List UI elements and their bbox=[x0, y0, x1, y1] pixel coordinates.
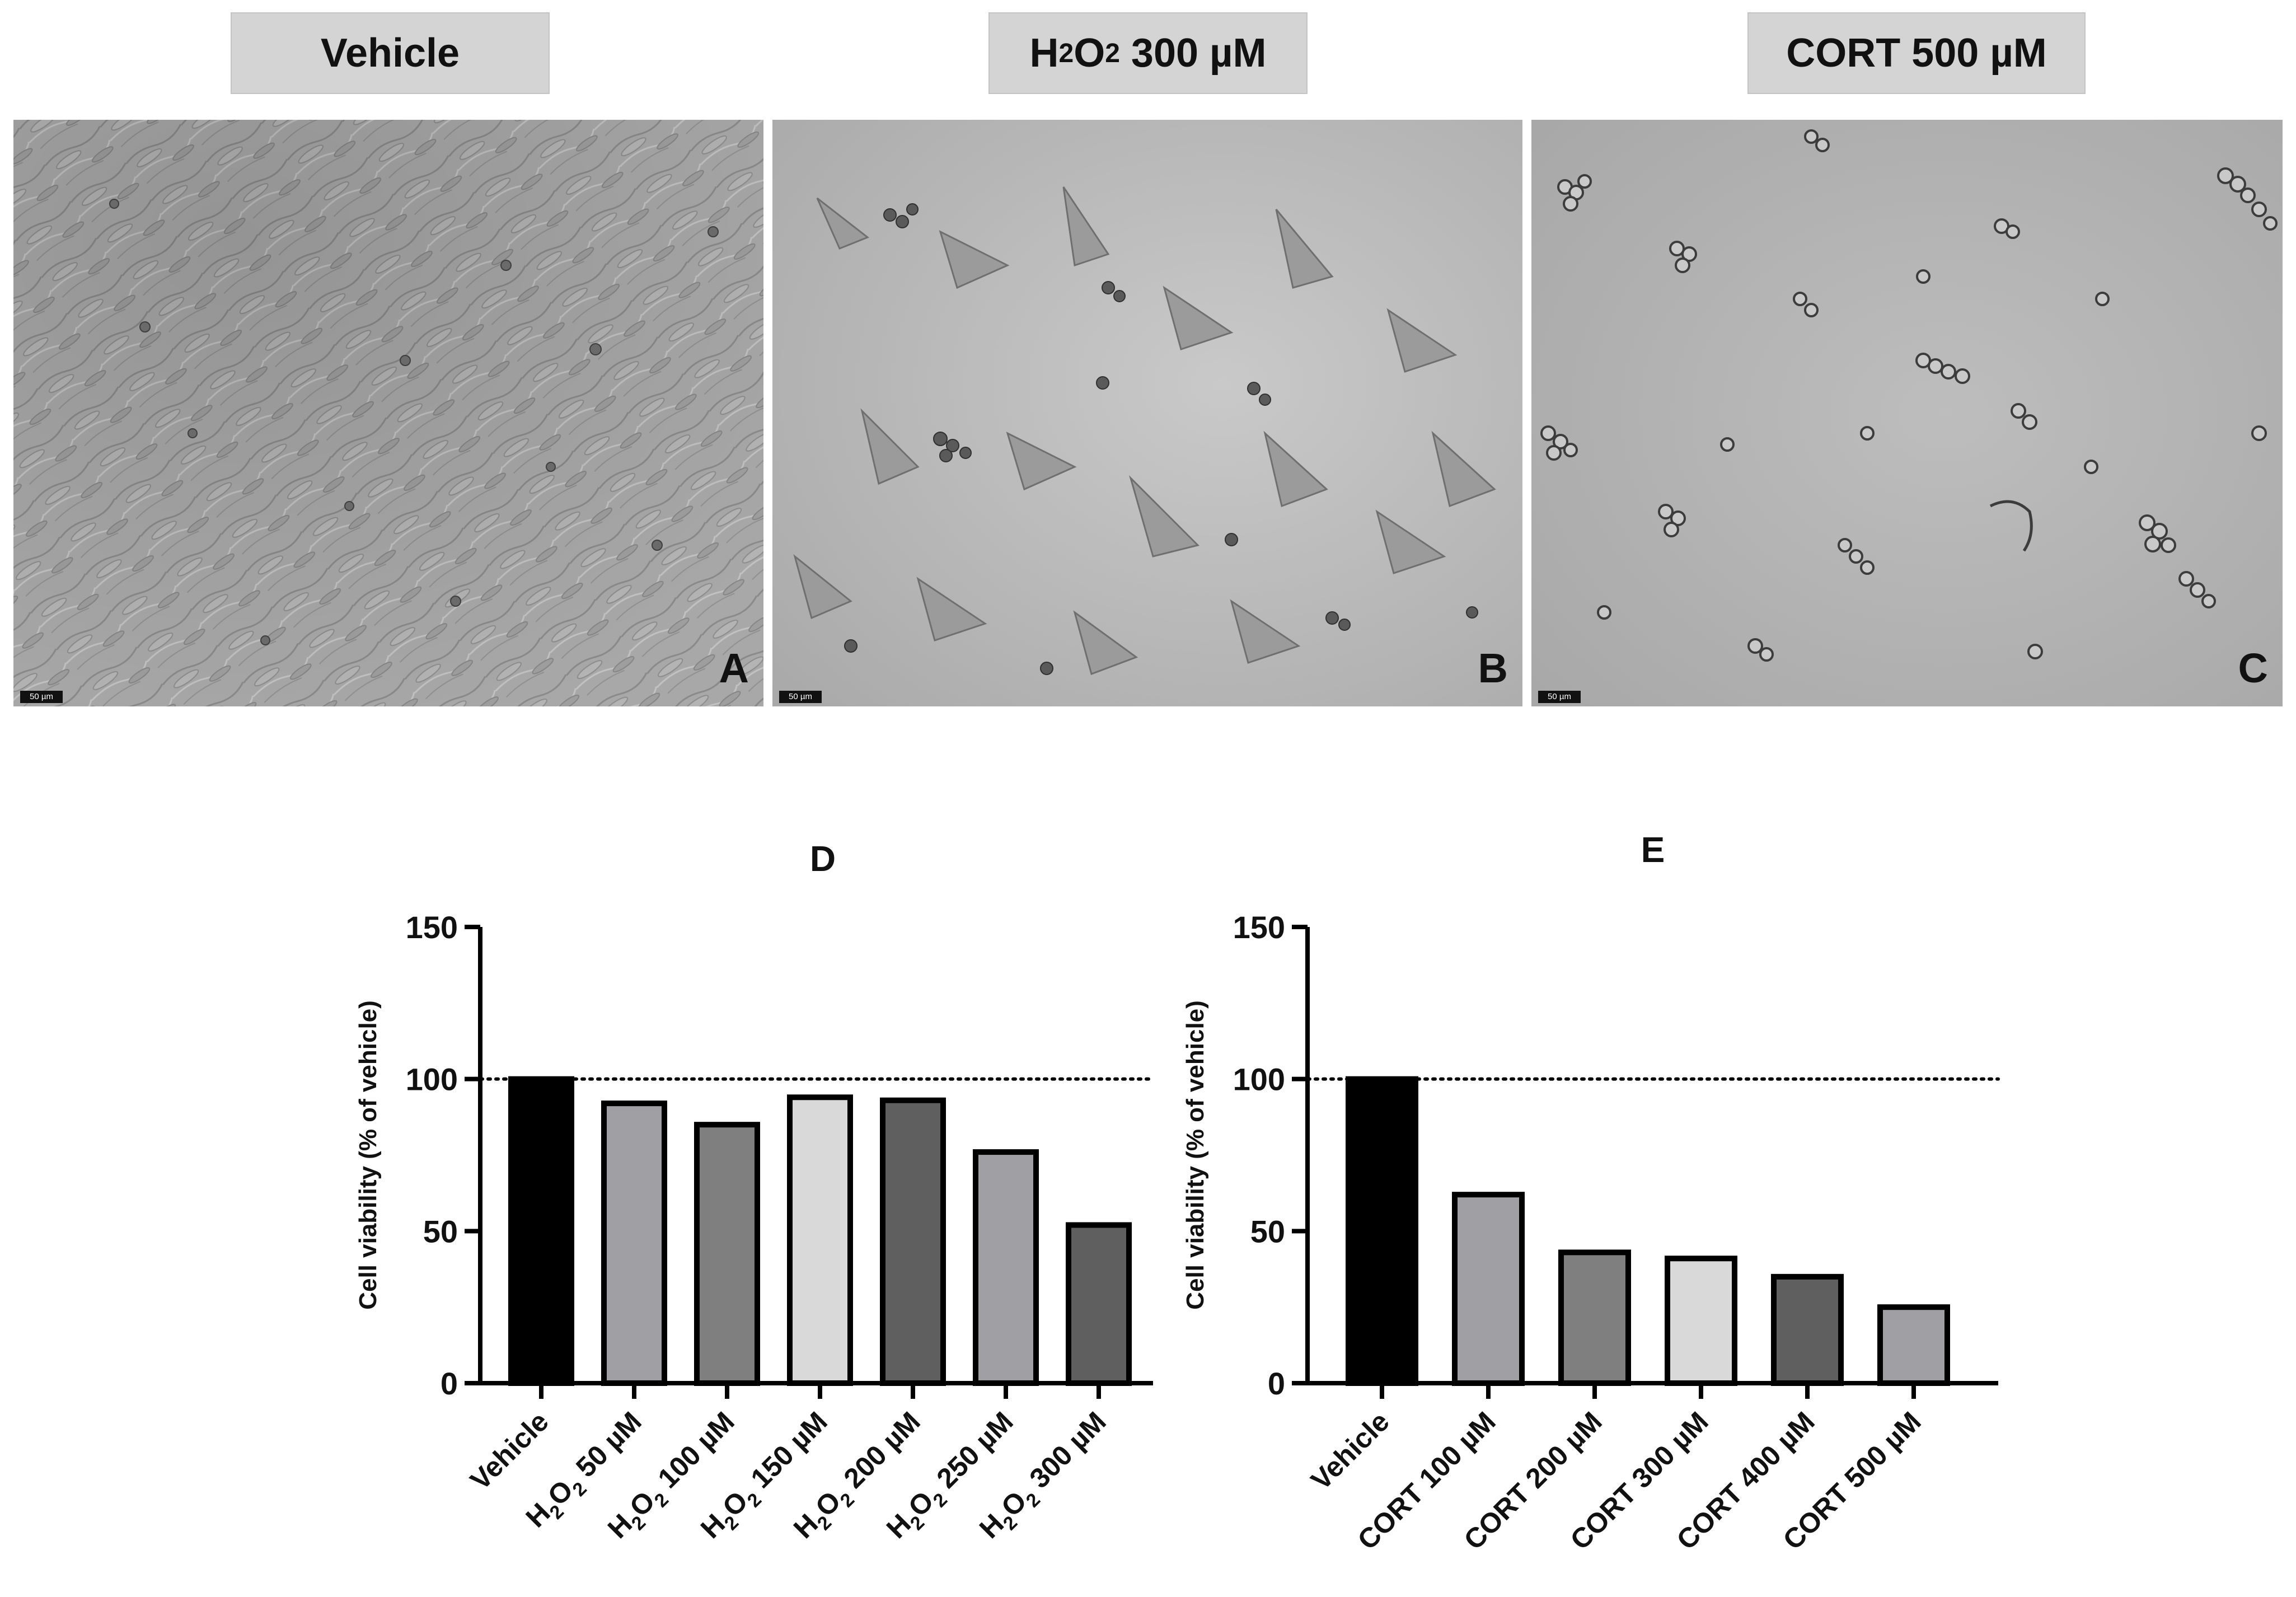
chart-title-e: E bbox=[1641, 830, 1665, 870]
x-tick-label-part: O bbox=[995, 1485, 1033, 1523]
x-tick-label-e-0: Vehicle bbox=[1305, 1406, 1395, 1496]
label-h2o2-h: H bbox=[1029, 31, 1059, 76]
panel-letter-c: C bbox=[2238, 645, 2268, 691]
y-tick-label-d-1: 50 bbox=[423, 1214, 458, 1249]
label-h2o2-sub2: 2 bbox=[1105, 38, 1120, 68]
bar-e-4 bbox=[1771, 1273, 1844, 1386]
bar-d-2 bbox=[694, 1122, 760, 1386]
x-tick-label-part: O bbox=[809, 1485, 847, 1523]
micrograph-c-image bbox=[1531, 120, 2283, 706]
label-cort: CORT 500 µM bbox=[1747, 12, 2086, 94]
label-h2o2-tail: 300 µM bbox=[1119, 31, 1267, 76]
bar-d-4 bbox=[880, 1097, 946, 1386]
x-tick-label-part: 250 µM bbox=[925, 1406, 1019, 1500]
bar-e-3 bbox=[1665, 1256, 1737, 1387]
x-tick-label-part: 300 µM bbox=[1018, 1406, 1112, 1500]
micrograph-b: 50 µm B bbox=[772, 120, 1522, 706]
bar-e-2 bbox=[1558, 1249, 1631, 1387]
x-tick-label-part: 150 µM bbox=[739, 1406, 833, 1500]
y-axis-label-d: Cell viability (% of vehicle) bbox=[354, 1000, 382, 1310]
x-tick-label-part: Vehicle bbox=[1305, 1406, 1395, 1496]
bar-e-1 bbox=[1452, 1192, 1525, 1386]
bar-d-0 bbox=[508, 1076, 574, 1386]
micrograph-a-image bbox=[13, 120, 763, 706]
micrograph-b-image bbox=[772, 120, 1522, 706]
bar-e-5 bbox=[1877, 1304, 1950, 1387]
label-vehicle: Vehicle bbox=[231, 12, 550, 94]
bar-d-5 bbox=[973, 1149, 1039, 1386]
bar-d-3 bbox=[787, 1094, 853, 1387]
y-tick-label-e-2: 100 bbox=[1233, 1062, 1285, 1097]
x-tick-label-part: Vehicle bbox=[464, 1406, 554, 1496]
panel-letter-b: B bbox=[1478, 645, 1508, 691]
x-tick-label-part: H bbox=[520, 1497, 556, 1533]
x-tick-label-part: H bbox=[880, 1508, 917, 1544]
x-tick-label-part: 100 µM bbox=[646, 1406, 741, 1500]
x-tick-label-part: O bbox=[716, 1485, 754, 1523]
micrograph-c: 50 µm C bbox=[1531, 120, 2283, 706]
scale-bar-a: 50 µm bbox=[20, 691, 63, 703]
label-cort-text: CORT 500 µM bbox=[1786, 31, 2047, 76]
x-tick-label-part: H bbox=[695, 1508, 731, 1544]
x-tick-label-part: O bbox=[902, 1485, 940, 1523]
x-tick-label-part: H bbox=[973, 1508, 1010, 1544]
x-tick-label-part: O bbox=[541, 1474, 579, 1511]
x-tick-label-part: H bbox=[788, 1508, 824, 1544]
y-tick-label-d-3: 150 bbox=[406, 910, 458, 945]
bar-e-0 bbox=[1346, 1076, 1418, 1386]
label-h2o2-sub1: 2 bbox=[1058, 38, 1074, 68]
y-tick-label-e-0: 0 bbox=[1268, 1366, 1285, 1401]
x-tick-label-part: H bbox=[602, 1508, 638, 1544]
bar-d-1 bbox=[601, 1100, 667, 1386]
scale-bar-b: 50 µm bbox=[779, 691, 822, 703]
micrograph-a: 50 µm A bbox=[13, 120, 763, 706]
y-tick-label-e-1: 50 bbox=[1250, 1214, 1285, 1249]
x-tick-label-part: 200 µM bbox=[832, 1406, 926, 1500]
label-vehicle-text: Vehicle bbox=[320, 31, 460, 76]
x-tick-label-part: O bbox=[624, 1485, 661, 1523]
y-tick-label-d-2: 100 bbox=[406, 1062, 458, 1097]
x-tick-label-d-0: Vehicle bbox=[464, 1406, 554, 1496]
scale-bar-c: 50 µm bbox=[1538, 691, 1581, 703]
y-tick-label-d-0: 0 bbox=[441, 1366, 458, 1401]
x-tick-label-part: 50 µM bbox=[564, 1406, 647, 1488]
bar-d-6 bbox=[1066, 1222, 1132, 1386]
panel-letter-a: A bbox=[719, 645, 749, 691]
y-axis-label-e: Cell viability (% of vehicle) bbox=[1182, 1000, 1209, 1310]
chart-title-d: D bbox=[810, 839, 836, 879]
label-h2o2-o: O bbox=[1074, 31, 1105, 76]
y-tick-label-e-3: 150 bbox=[1233, 910, 1285, 945]
